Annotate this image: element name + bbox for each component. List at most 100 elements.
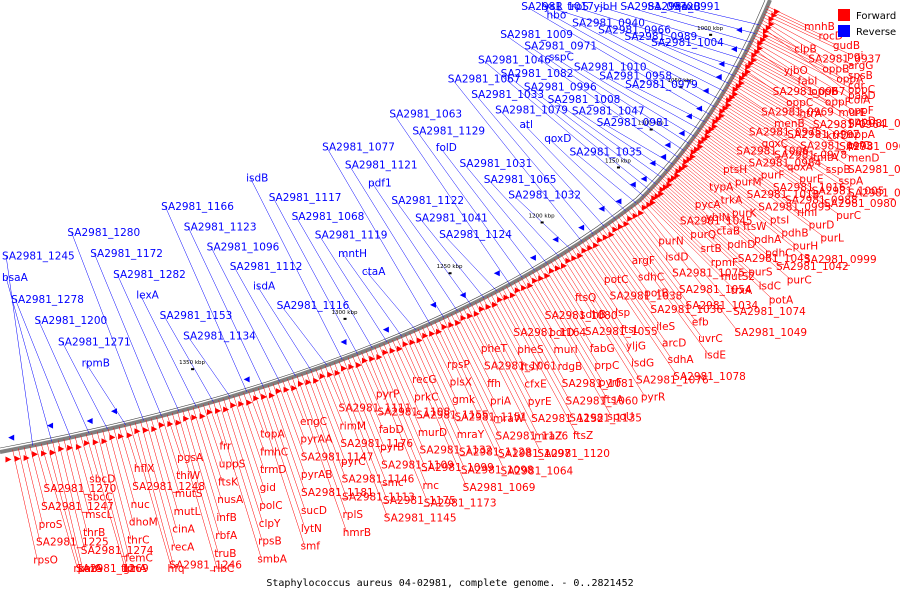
- forward-feature: [602, 234, 609, 241]
- forward-leader-line: [695, 134, 801, 213]
- forward-gene-label: plsX: [450, 376, 472, 388]
- forward-leader-line: [679, 155, 809, 259]
- forward-leader-line: [262, 386, 306, 510]
- forward-gene-label: spoU: [607, 411, 633, 423]
- forward-feature: [751, 57, 758, 64]
- forward-leader-line: [361, 352, 381, 394]
- forward-gene-label: ftsZ: [573, 430, 593, 442]
- reverse-gene-label: bsaA: [2, 272, 29, 284]
- forward-feature: [732, 86, 739, 93]
- reverse-leader-line: [418, 217, 485, 299]
- reverse-gene-label: qoxB: [675, 1, 701, 13]
- forward-gene-label: SA2981_1034: [685, 300, 758, 312]
- forward-feature: [223, 406, 230, 413]
- forward-leader-line: [96, 431, 130, 558]
- forward-leader-line: [509, 284, 566, 384]
- forward-gene-label: SA2981_1270: [44, 483, 117, 495]
- forward-gene-label: yjbO: [784, 65, 808, 77]
- forward-gene-label: purC: [836, 210, 861, 222]
- reverse-gene-label: SA2981_1116: [277, 300, 350, 312]
- forward-gene-label: spsB: [848, 70, 873, 82]
- forward-leader-line: [315, 369, 345, 444]
- reverse-leader-line: [393, 113, 511, 285]
- genome-backbone: [0, 0, 772, 454]
- forward-gene-label: SA2981_0985: [848, 164, 900, 176]
- forward-gene-label: argG: [848, 60, 873, 72]
- forward-leader-line: [684, 149, 775, 220]
- forward-leader-line: [228, 397, 264, 505]
- forward-leader-line: [652, 186, 773, 300]
- reverse-gene-label: SA2981_1047: [572, 106, 645, 118]
- forward-leader-line: [763, 14, 852, 56]
- reverse-leader-line: [439, 146, 535, 271]
- forward-leader-line: [107, 429, 134, 522]
- reverse-gene-label: SA2981_1278: [11, 294, 84, 306]
- reverse-leader-line: [318, 234, 388, 343]
- reverse-leader-line: [577, 66, 695, 137]
- forward-leader-line: [618, 216, 697, 322]
- forward-gene-label: menD: [848, 153, 879, 165]
- reverse-gene-label: SA2981_1065: [484, 174, 557, 186]
- forward-feature: [268, 392, 275, 399]
- forward-feature: [75, 444, 82, 451]
- forward-gene-label: SA2981_1005: [812, 186, 885, 198]
- forward-gene-label: clpB: [794, 43, 817, 55]
- reverse-leader-line: [163, 314, 214, 402]
- forward-leader-line: [752, 37, 853, 90]
- forward-gene-label: ptsH: [723, 164, 747, 176]
- forward-leader-line: [291, 377, 347, 533]
- forward-leader-line: [693, 136, 813, 225]
- forward-gene-label: SA2981_1074: [733, 306, 806, 318]
- reverse-gene-label: ctaA: [362, 266, 386, 278]
- reverse-feature: [678, 130, 685, 137]
- forward-gene-label: SA2981_0980: [824, 198, 897, 210]
- forward-feature: [436, 328, 443, 335]
- forward-leader-line: [223, 398, 263, 523]
- reverse-gene-label: SA2981_1245: [2, 250, 75, 262]
- forward-leader-line: [267, 385, 306, 493]
- forward-feature: [429, 330, 436, 337]
- forward-leader-line: [118, 426, 137, 487]
- reverse-gene-label: SA2981_1077: [322, 141, 395, 153]
- forward-feature: [238, 400, 245, 407]
- forward-gene-label: hmrB: [343, 527, 371, 539]
- forward-leader-line: [764, 11, 837, 46]
- forward-feature: [608, 231, 615, 238]
- forward-leader-line: [664, 173, 699, 205]
- forward-leader-line: [23, 447, 43, 524]
- forward-gene-label: mraY: [457, 429, 485, 441]
- forward-gene-label: topA: [260, 429, 285, 441]
- forward-feature: [369, 355, 376, 362]
- forward-leader-line: [578, 243, 614, 296]
- forward-gene-label: pgi: [847, 50, 863, 62]
- forward-gene-label: SA2981_0995: [758, 202, 831, 214]
- scale-tick-mark: [343, 317, 347, 320]
- forward-leader-line: [574, 245, 620, 313]
- forward-gene-label: pycA: [695, 199, 722, 211]
- forward-gene-label: katA: [78, 563, 102, 575]
- forward-leader-line: [140, 421, 176, 547]
- forward-leader-line: [524, 275, 549, 315]
- scale-ticks: 1000 kbp 1050 kbp 1100 kbp 1150 kbp 1200 kbp…: [179, 26, 724, 371]
- forward-leader-line: [455, 311, 492, 384]
- reverse-gene-label: SA2981_1122: [391, 195, 464, 207]
- forward-leader-line: [310, 370, 346, 461]
- reverse-feature: [664, 142, 671, 149]
- scale-tick-mark: [616, 166, 620, 169]
- reverse-gene-label: SA2981_1009: [500, 29, 573, 41]
- forward-leader-line: [74, 436, 92, 497]
- forward-leader-line: [12, 449, 38, 560]
- forward-gene-label: SA2981_1038: [610, 291, 683, 303]
- reverse-gene-label: folD: [436, 142, 457, 154]
- forward-leader-line: [630, 206, 670, 257]
- forward-gene-label: SA2981_1098: [461, 464, 534, 476]
- legend-forward-swatch: [838, 9, 850, 21]
- forward-feature: [49, 449, 56, 456]
- forward-gene-label: oppC: [786, 97, 813, 109]
- forward-leader-line: [475, 302, 536, 419]
- forward-leader-line: [707, 116, 816, 191]
- forward-feature: [327, 371, 334, 378]
- forward-leader-line: [243, 392, 265, 452]
- forward-feature: [14, 455, 21, 462]
